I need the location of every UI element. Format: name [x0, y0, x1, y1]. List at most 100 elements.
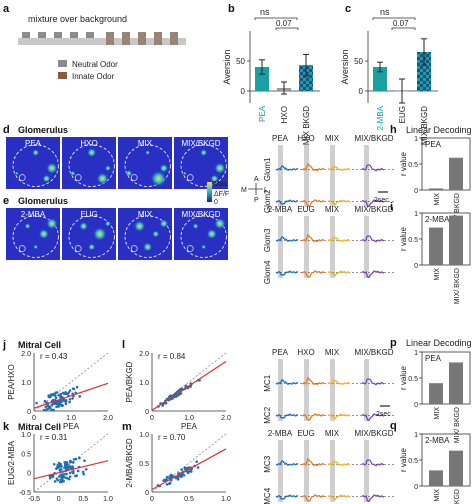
- activity-spot: [86, 147, 97, 158]
- stim-window-n: [304, 359, 309, 421]
- scatter-point-j: [68, 400, 71, 404]
- mixed-pulse: [106, 32, 114, 45]
- category-label-p: MIX: [434, 407, 441, 420]
- trace-o: [361, 494, 385, 503]
- image-label-d: MIX: [138, 139, 153, 148]
- scatter-point-j: [47, 405, 51, 409]
- category-label-c: 2-MBA: [376, 105, 385, 130]
- scatter-point-k: [62, 472, 66, 476]
- x-tick-label-m: 0: [150, 496, 154, 503]
- panel-a-title: mixture over background: [28, 14, 127, 24]
- activity-spot: [88, 243, 96, 251]
- activity-spot: [200, 149, 208, 157]
- scatter-point-j: [45, 408, 48, 411]
- legend-neutral-label: Neutral Odor: [72, 60, 118, 69]
- stim-window-f: [278, 145, 283, 207]
- y-axis-label-j: PEA/HXO: [7, 364, 16, 400]
- scatter-point-k: [59, 480, 63, 484]
- scatter-point-j: [54, 396, 58, 400]
- trace-o: [361, 459, 385, 467]
- odor-label-f: HXO: [297, 134, 314, 143]
- y-tick-label-b: 50: [236, 57, 245, 66]
- trace-o: [275, 460, 299, 467]
- trace-n: [327, 379, 351, 385]
- trace-f: [327, 199, 351, 206]
- activity-spot: [70, 170, 76, 177]
- category-label-h: MIX: [434, 193, 441, 206]
- scatter-point-m: [196, 466, 200, 469]
- scatter-point-m: [174, 476, 178, 480]
- y-tick-label-k: 0.5: [21, 451, 31, 458]
- scalebar-label-f: 2sec: [374, 197, 389, 204]
- scatter-point-j: [56, 404, 60, 408]
- activity-spot: [45, 162, 58, 175]
- trace-n: [275, 379, 299, 386]
- panel-k-title: Mitral Cell: [18, 422, 61, 432]
- y-axis-label-k: EUG/2-MBA: [7, 440, 16, 485]
- scatter-plots: r = 0.43 0 1.0 2.0 0 1.0 2.0 PEA PEA/HXO r = 0.84…: [7, 351, 231, 504]
- glomerulus-outline: [68, 144, 115, 187]
- scatter-point-l: [184, 384, 188, 388]
- r-value-j: r = 0.43: [40, 352, 68, 361]
- panel-d-title: Glomerulus: [18, 125, 68, 135]
- scatter-point-k: [57, 464, 61, 467]
- roi-circle: [18, 245, 26, 252]
- panel-label-e: e: [3, 195, 9, 207]
- stim-window-o: [278, 440, 283, 502]
- panel-label-a: a: [3, 3, 10, 15]
- scatter-point-k: [72, 458, 76, 461]
- trace-n: [327, 413, 351, 420]
- scatter-point-k: [52, 462, 56, 466]
- y-tick-label-k: -0.5: [19, 490, 31, 497]
- bar-b: [255, 67, 269, 91]
- y-tick-label-i: 1: [414, 211, 418, 218]
- activity-spot: [104, 220, 111, 227]
- panel-label-m: m: [122, 421, 132, 433]
- y-axis-label-b: Aversion: [222, 50, 232, 85]
- scatter-point-k: [57, 461, 61, 465]
- colorbar: Max ΔF/F 0: [207, 181, 229, 206]
- scatter-point-k: [57, 475, 61, 478]
- compass-p: P: [254, 197, 259, 204]
- bar-h: [429, 188, 443, 190]
- scatter-point-m: [182, 474, 186, 477]
- y-tick-label-q: 0: [414, 484, 418, 491]
- scatter-point-k: [65, 472, 68, 476]
- trace-f: [361, 164, 385, 172]
- scalebar-label-n: 2sec: [376, 411, 391, 418]
- activity-spot: [96, 172, 109, 185]
- row-label-f: Glom1: [263, 157, 272, 181]
- scatter-point-j: [59, 392, 63, 396]
- row-label-g: Glom4: [263, 260, 272, 284]
- scatter-point-j: [60, 404, 64, 408]
- y-tick-label-p: 1: [414, 350, 418, 357]
- fit-line-j: [33, 382, 109, 409]
- odor-label-g: 2-MBA: [268, 205, 293, 214]
- panel-l: l: [122, 339, 125, 351]
- x-tick-label-l: 0: [150, 415, 154, 422]
- compass-a: A: [254, 176, 259, 183]
- odor-label-n: MIX: [325, 348, 340, 357]
- panel-d: d Glomerulus: [3, 124, 68, 136]
- roi-circle: [18, 174, 26, 181]
- bar-p: [429, 383, 443, 404]
- activity-spot: [133, 220, 146, 233]
- odor-label-o: 2-MBA: [268, 429, 293, 438]
- scatter-point-k: [68, 475, 72, 478]
- glomerulus-images: PEA HXO MIX MIX/BKGD 2-MBA EUG MIX MIX/BKGD: [6, 137, 228, 260]
- activity-spot: [79, 221, 89, 231]
- scatter-point-k: [71, 461, 75, 464]
- colorbar-gradient: [207, 182, 212, 202]
- panel-a: a mixture over background Neutral Odor I…: [3, 3, 186, 81]
- scatter-point-k: [84, 468, 88, 471]
- scatter-point-k: [68, 465, 72, 469]
- trace-o: [301, 494, 325, 502]
- scatter-point-k: [48, 476, 52, 480]
- scatter-point-k: [60, 475, 64, 479]
- y-tick-label-m: 0: [145, 490, 149, 497]
- image-label-e: MIX/BKGD: [181, 210, 220, 219]
- stim-window-g: [364, 216, 369, 278]
- scatter-point-k: [83, 459, 86, 463]
- y-tick-label-h: 1: [414, 136, 418, 143]
